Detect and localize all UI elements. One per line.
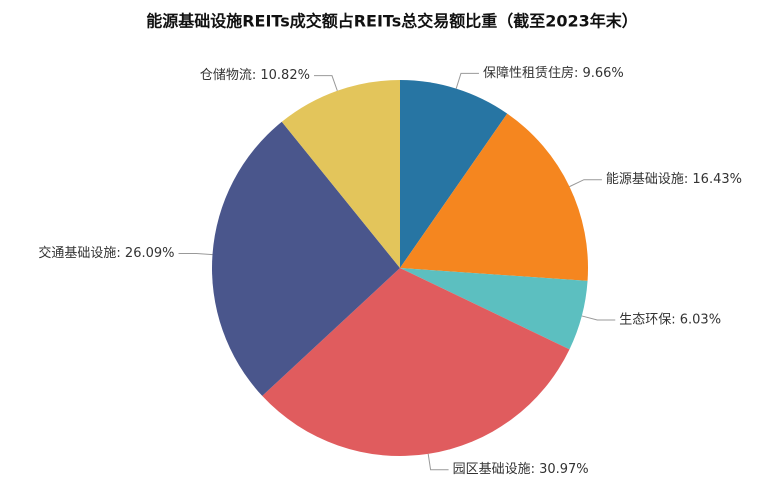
pie-slice — [211, 121, 400, 396]
pie-slice — [400, 268, 588, 350]
leader-line — [313, 75, 338, 91]
leader-line — [178, 252, 213, 256]
pie-slice — [400, 80, 508, 268]
leader-line — [581, 315, 616, 321]
data-label: 园区基础设施: 30.97% — [453, 462, 589, 477]
chart-title: 能源基础设施REITs成交额占REITs总交易额比重（截至2023年末） — [146, 12, 638, 31]
data-label: 能源基础设施: 16.43% — [606, 172, 742, 187]
data-label: 保障性租赁住房: 9.66% — [483, 65, 624, 81]
pie-slice — [400, 113, 588, 281]
leader-line — [569, 179, 602, 188]
pie-slice — [262, 268, 570, 456]
leader-line — [427, 453, 449, 471]
data-label: 生态环保: 6.03% — [619, 313, 721, 328]
data-label: 仓储物流: 10.82% — [200, 68, 310, 83]
leader-line — [455, 72, 479, 89]
pie-slice — [281, 80, 400, 268]
data-label: 交通基础设施: 26.09% — [38, 245, 174, 261]
